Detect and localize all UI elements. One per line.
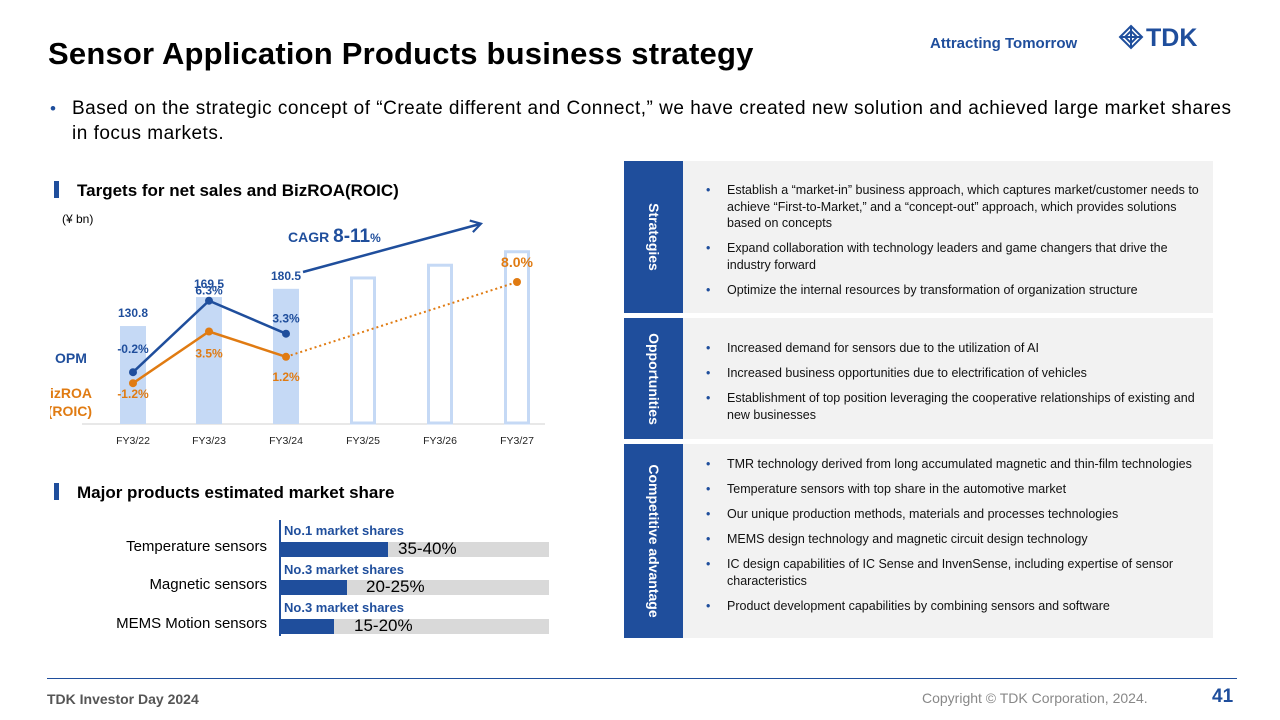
opm-series-label: OPM: [55, 350, 87, 366]
cagr-label: CAGR 8-11%: [288, 226, 381, 247]
list-item: • Temperature sensors with top share in t…: [706, 482, 1067, 496]
bizroa-point: [282, 352, 290, 361]
opportunities-panel: Opportunities • Increased demand for sens…: [624, 318, 1213, 439]
share-range: 20-25%: [366, 577, 425, 596]
opm-point: [205, 296, 213, 305]
share-fill: [280, 542, 388, 557]
targets-heading: Targets for net sales and BizROA(ROIC): [54, 181, 399, 201]
share-range: 15-20%: [354, 616, 413, 635]
intro-bullet: • Based on the strategic concept of “Cre…: [50, 96, 1250, 146]
heading-marker: [54, 483, 59, 500]
x-tick-label: FY3/25: [346, 435, 380, 447]
footer-copyright: Copyright © TDK Corporation, 2024.: [922, 690, 1148, 706]
list-item: • MEMS design technology and magnetic cir…: [706, 532, 1088, 546]
opm-value-label: -0.2%: [117, 342, 149, 356]
target-bar: [350, 276, 376, 425]
bizroa-point: [205, 327, 213, 336]
list-item: • Establish a “market-in” business approa…: [706, 183, 1199, 230]
market-share-heading-text: Major products estimated market share: [77, 483, 395, 502]
bizroa-projection-line: [285, 281, 518, 358]
list-item: • Increased demand for sensors due to the…: [706, 341, 1039, 355]
strategies-panel: Strategies • Establish a “market-in” busi…: [624, 161, 1213, 313]
target-bar: [504, 250, 530, 425]
x-tick-label: FY3/26: [423, 435, 457, 447]
heading-marker: [54, 181, 59, 198]
share-label-magnetic: Magnetic sensors: [149, 576, 267, 593]
list-item: • Increased business opportunities due to…: [706, 366, 1087, 380]
competitive-advantage-tag: Competitive advantage: [624, 444, 683, 638]
x-tick-label: FY3/23: [192, 435, 226, 447]
list-item: • IC design capabilities of IC Sense and …: [706, 557, 1174, 588]
competitive-advantage-list: • TMR technology derived from long accumu…: [706, 456, 1205, 623]
list-item: • Optimize the internal resources by tran…: [706, 282, 1138, 297]
market-share-axis: [279, 520, 281, 636]
targets-heading-text: Targets for net sales and BizROA(ROIC): [77, 181, 399, 200]
list-item: • Product development capabilities by com…: [706, 598, 1110, 613]
sales-bizroa-chart: FY3/22 FY3/23 FY3/24 FY3/25 FY3/26 FY3/27 130.…: [50, 219, 545, 447]
footer-divider: [47, 678, 1237, 679]
share-rank-magnetic: No.3 market shares: [284, 562, 404, 577]
bizroa-point: [513, 278, 521, 286]
share-rank-temperature: No.1 market shares: [284, 523, 404, 538]
list-item: • Our unique production methods, material…: [706, 507, 1119, 521]
share-fill: [280, 619, 334, 634]
share-fill: [280, 580, 348, 595]
tdk-logo: TDK: [1118, 24, 1197, 50]
logo-wordmark: TDK: [1146, 24, 1197, 50]
list-item: • TMR technology derived from long accumu…: [706, 457, 1192, 471]
roic-series-label: (ROIC): [50, 403, 92, 419]
share-range: 35-40%: [398, 539, 457, 558]
opportunities-list: • Increased demand for sensors due to the…: [706, 340, 1205, 432]
x-tick-label: FY3/27: [500, 435, 534, 447]
bar-value-label: 169.5: [194, 277, 224, 291]
intro-text: Based on the strategic concept of “Creat…: [72, 98, 1232, 144]
bizroa-value-label: 8.0%: [501, 254, 533, 270]
share-rank-mems: No.3 market shares: [284, 600, 404, 615]
market-share-heading: Major products estimated market share: [54, 483, 394, 503]
bar-value-label: 180.5: [271, 269, 301, 283]
share-bar-magnetic: 20-25%: [280, 577, 549, 596]
brand-tagline: Attracting Tomorrow: [930, 35, 1078, 52]
bizroa-point: [129, 379, 137, 388]
opm-point: [282, 329, 290, 338]
x-tick-label: FY3/22: [116, 435, 150, 447]
opm-point: [129, 368, 137, 377]
strategies-tag: Strategies: [624, 161, 683, 313]
bizroa-value-label: 3.5%: [195, 347, 223, 361]
share-bar-temperature: 35-40%: [280, 539, 549, 558]
footer-event: TDK Investor Day 2024: [47, 691, 199, 707]
opportunities-tag: Opportunities: [624, 318, 683, 439]
chart-unit: (¥ bn): [62, 212, 94, 226]
cagr-arrow: [302, 219, 484, 274]
bizroa-value-label: 1.2%: [272, 370, 300, 384]
x-tick-label: FY3/24: [269, 435, 303, 447]
page-title: Sensor Application Products business str…: [48, 36, 754, 71]
bizroa-series-label: BizROA: [50, 385, 92, 401]
bizroa-value-label: -1.2%: [117, 387, 149, 401]
page-number: 41: [1212, 686, 1234, 707]
sales-bar: [196, 297, 222, 424]
list-item: • Establishment of top position leveragin…: [706, 391, 1195, 422]
bar-value-label: 130.8: [118, 306, 148, 320]
strategies-list: • Establish a “market-in” business approa…: [706, 182, 1205, 307]
list-item: • Expand collaboration with technology le…: [706, 241, 1168, 272]
target-bar: [427, 263, 453, 425]
opm-value-label: 6.3%: [195, 284, 223, 298]
competitive-advantage-panel: Competitive advantage • TMR technology de…: [624, 444, 1213, 638]
share-label-mems: MEMS Motion sensors: [116, 615, 267, 632]
share-bar-mems: 15-20%: [280, 616, 549, 635]
opm-value-label: 3.3%: [272, 312, 300, 326]
share-label-temperature: Temperature sensors: [126, 538, 267, 555]
bullet-marker: •: [50, 99, 57, 118]
